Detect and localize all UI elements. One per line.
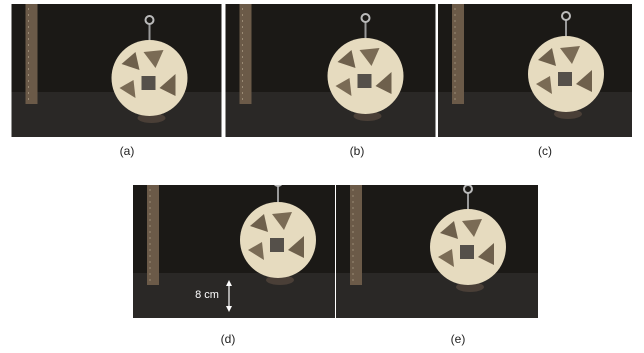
panel-label: (b) [350, 144, 365, 158]
photo-c [438, 4, 644, 137]
panel-label: (e) [451, 332, 466, 346]
panel-label: (a) [120, 144, 135, 158]
photo-e [336, 185, 546, 318]
height-annotation: 8 cm [195, 289, 219, 301]
panel-label: (d) [221, 332, 236, 346]
figure: 8 cm (a) (b) (c) (d) (e) [0, 0, 644, 353]
panel-label: (c) [538, 144, 552, 158]
photo-a [12, 4, 222, 137]
photo-d [133, 178, 343, 318]
photo-b [226, 4, 436, 137]
